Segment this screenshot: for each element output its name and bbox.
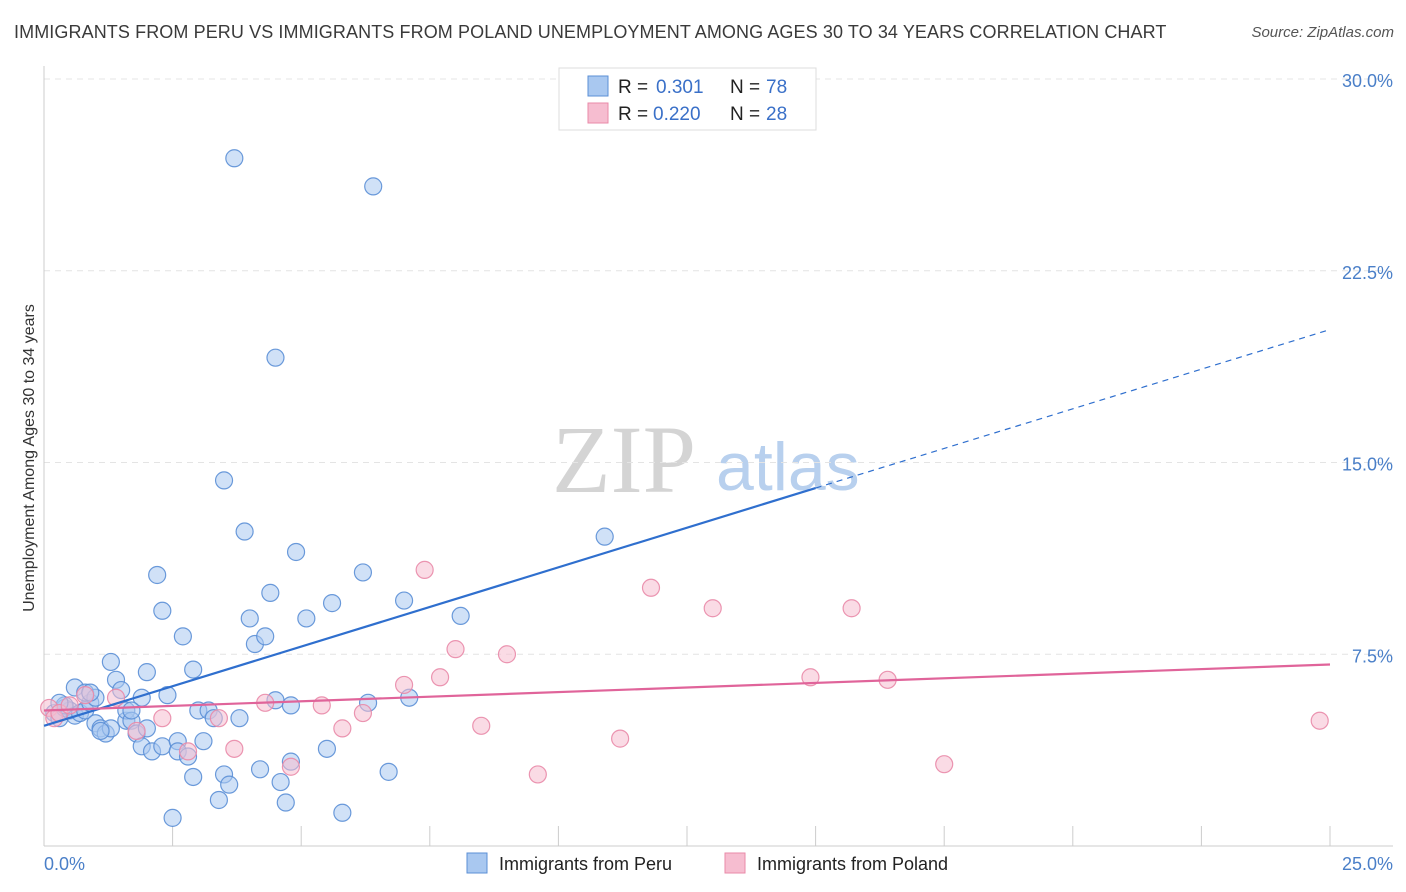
poland-point	[446, 640, 465, 659]
trend-layer	[43, 328, 1331, 727]
peru-point	[240, 609, 259, 628]
watermark: ZIP atlas	[552, 406, 860, 513]
peru-point	[250, 760, 270, 779]
peru-point	[153, 737, 172, 756]
peru-point	[153, 601, 172, 620]
x-tick-label-min: 0.0%	[44, 854, 85, 874]
peru-point	[353, 563, 373, 582]
poland-point	[703, 599, 722, 618]
bottom-legend-label-poland: Immigrants from Poland	[757, 854, 948, 874]
poland-point	[333, 719, 352, 738]
legend-poland-r-value: 0.220	[653, 104, 701, 125]
peru-point	[379, 762, 398, 781]
x-tick-label-max: 25.0%	[1342, 854, 1393, 874]
peru-point	[209, 790, 228, 810]
poland-point	[178, 742, 198, 761]
peru-point	[163, 808, 182, 827]
poland-point	[415, 560, 434, 579]
bottom-legend-label-peru: Immigrants from Peru	[499, 854, 672, 874]
poland-point	[225, 739, 244, 758]
y-tick-label: 7.5%	[1352, 646, 1393, 666]
legend-peru-r-value: 0.301	[656, 77, 704, 98]
chart-title: IMMIGRANTS FROM PERU VS IMMIGRANTS FROM …	[14, 22, 1167, 42]
poland-point	[472, 716, 491, 735]
peru-point	[214, 471, 234, 490]
peru-point	[276, 793, 295, 812]
axis-layer: 7.5% 15.0% 22.5% 30.0%	[43, 66, 1393, 847]
peru-point	[137, 663, 156, 682]
peru-point	[266, 348, 285, 367]
series-legend: Immigrants from Peru Immigrants from Pol…	[466, 852, 948, 874]
poland-point	[209, 709, 228, 728]
peru-point	[230, 709, 249, 728]
peru-point	[297, 609, 316, 628]
y-tick-label: 22.5%	[1342, 263, 1393, 283]
poland-point	[1310, 711, 1329, 730]
legend-swatch-poland	[587, 102, 609, 124]
peru-point	[261, 583, 280, 602]
peru-point	[595, 527, 614, 546]
chart-source: Source: ZipAtlas.com	[1251, 24, 1394, 41]
poland-point	[801, 668, 820, 687]
peru-point	[148, 565, 167, 585]
legend-poland-n-label: N =	[730, 104, 760, 125]
poland-point	[611, 729, 630, 748]
peru-point	[322, 594, 342, 613]
poland-point	[497, 645, 517, 664]
peru-point	[184, 767, 203, 787]
stats-legend: R = 0.301 N = 78 R = 0.220 N = 28	[558, 67, 817, 131]
y-tick-label: 15.0%	[1342, 455, 1393, 475]
bottom-legend-swatch-poland	[724, 852, 746, 874]
peru-point	[101, 652, 120, 672]
peru-point	[235, 522, 254, 541]
poland-point	[528, 765, 547, 784]
peru-point	[394, 591, 414, 610]
y-tick-label: 30.0%	[1342, 71, 1393, 91]
legend-swatch-peru	[587, 75, 609, 97]
grid-layer	[44, 78, 1393, 655]
peru-point	[333, 803, 352, 822]
poland-point	[76, 686, 95, 705]
peru-point	[194, 732, 213, 751]
legend-poland-r-label: R =	[618, 104, 648, 125]
peru-point	[256, 627, 275, 646]
poland-point	[353, 703, 373, 723]
peru-trend-line	[43, 487, 816, 727]
peru-point	[220, 775, 239, 794]
poland-point	[935, 755, 954, 774]
legend-poland-n-value: 28	[766, 104, 787, 125]
peru-point	[91, 721, 110, 741]
poland-point	[842, 599, 861, 618]
legend-peru-n-value: 78	[766, 77, 787, 98]
peru-point	[364, 177, 383, 196]
peru-point	[184, 660, 203, 679]
bottom-legend-swatch-peru	[466, 852, 488, 874]
peru-point	[225, 149, 244, 168]
peru-point	[281, 696, 301, 715]
peru-point	[122, 701, 141, 720]
poland-point	[430, 668, 450, 687]
peru-point	[451, 606, 470, 626]
poland-point	[641, 578, 661, 597]
legend-peru-n-label: N =	[730, 77, 760, 98]
poland-point	[153, 709, 172, 728]
poland-point	[281, 757, 301, 776]
watermark-atlas: atlas	[716, 429, 860, 505]
poland-trend-line	[43, 663, 1331, 712]
peru-point	[317, 739, 337, 758]
peru-point	[286, 542, 306, 562]
poland-point	[60, 696, 79, 715]
watermark-zip: ZIP	[552, 406, 696, 513]
peru-point	[271, 772, 290, 792]
legend-peru-r-label: R =	[618, 77, 648, 98]
peru-point	[173, 627, 192, 646]
poland-point	[127, 721, 146, 741]
poland-point	[394, 675, 414, 695]
peru-trend-extension	[815, 328, 1331, 489]
